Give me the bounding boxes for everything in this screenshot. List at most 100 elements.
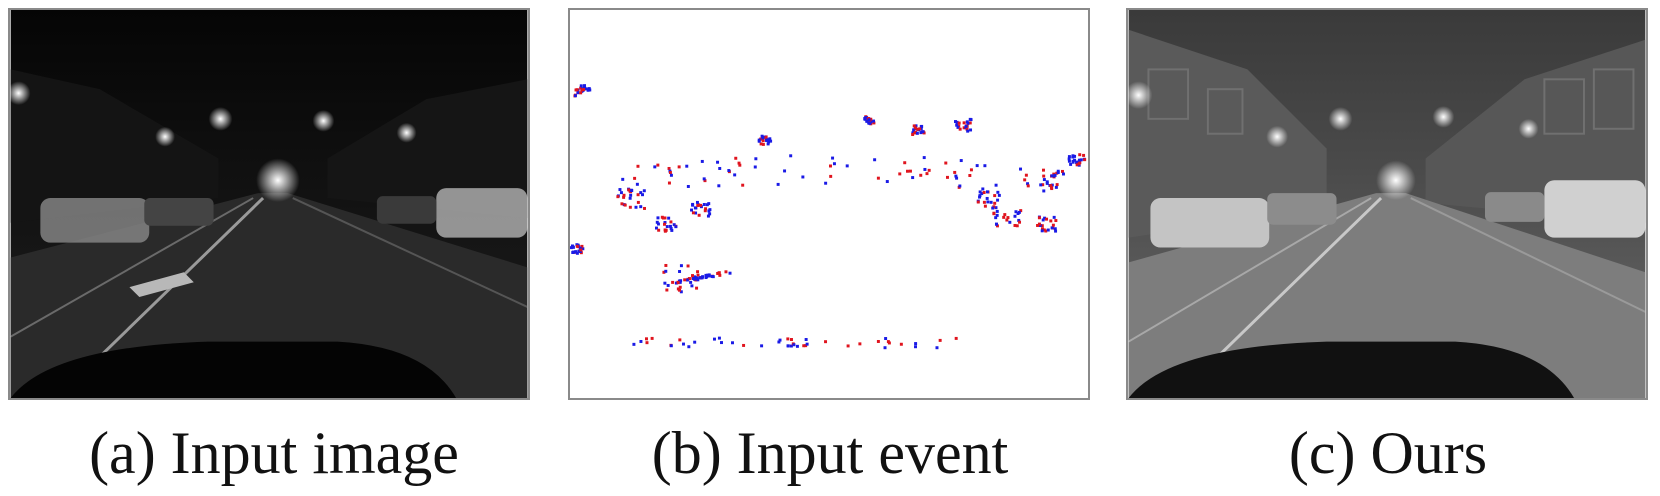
event-dot [953,170,957,174]
event-dot [678,338,682,342]
event-dot [703,209,707,213]
event-dot [1045,181,1049,185]
event-dot [641,193,645,197]
event-dot [667,216,671,220]
event-dot [863,117,867,121]
event-dot [622,195,626,199]
event-dot [903,161,907,165]
event-dot [759,137,763,141]
event-dot [636,193,640,197]
event-dot [710,274,714,278]
event-dot [650,336,654,340]
event-dot [717,271,721,275]
event-dot [1054,185,1058,189]
event-dot [995,213,999,217]
event-dot [1075,161,1079,165]
event-dot [1023,178,1027,182]
event-dot [667,166,671,170]
event-dot [653,165,657,169]
event-dot [662,270,666,274]
event-dot [1013,214,1017,218]
event-dot [958,127,962,131]
event-dot [1014,210,1018,214]
event-dot [885,180,889,184]
event-dot [867,121,871,125]
event-dot [686,264,690,268]
event-dot [691,203,695,207]
event-dot [766,142,770,146]
event-dot [636,200,640,204]
event-dot [687,345,691,349]
event-dot [911,131,915,135]
event-dot [644,337,648,341]
event-dot [678,285,682,289]
event-dot [914,345,917,349]
event-dot [964,124,968,128]
event-dot [789,154,793,158]
reconstructed-street-image [1128,10,1646,398]
event-dot [887,341,891,345]
event-dot [741,183,745,187]
event-dot [703,179,707,183]
caption-input-event: (b) Input event [651,420,1009,486]
event-dot [663,228,667,232]
event-dot [669,226,673,230]
event-dot [670,228,674,232]
event-dot [1082,153,1086,157]
event-dot [1054,219,1058,223]
event-dot [921,130,925,134]
event-dot [663,222,666,226]
event-dot [575,244,579,248]
event-dot [982,200,986,204]
event-dot [578,246,582,250]
event-dot [720,341,723,345]
event-dot [643,206,646,210]
event-dot [994,183,998,187]
event-dot [677,165,681,169]
event-dot [956,125,960,129]
event-dot [867,118,871,122]
event-dot [672,223,676,227]
caption-input-image: (a) Input image [89,420,459,486]
event-dot [634,205,638,209]
event-dot [965,120,969,124]
event-map [570,84,1087,350]
event-dot [571,245,575,249]
event-dot [776,182,780,186]
event-dot [757,139,761,143]
event-dot [966,129,970,133]
event-dot [666,283,670,287]
event-dot [876,176,880,180]
event-dot [708,212,712,216]
event-dot [1051,223,1055,227]
event-dot [639,191,643,195]
event-dot [994,206,998,210]
event-dot [1073,158,1077,162]
event-dot [753,165,757,169]
event-dot [1056,171,1060,175]
event-dot [914,126,918,130]
event-dot [760,344,764,348]
event-dot [587,87,591,91]
event-dot [696,270,700,274]
event-dot [657,228,661,232]
event-dot [728,271,732,275]
event-dot [767,140,771,144]
event-dot [761,142,765,146]
event-dot [742,343,746,347]
event-dot [674,281,678,285]
event-dot [968,174,972,177]
event-dot [573,94,577,98]
event-dot [792,343,796,347]
event-dot [632,342,636,346]
event-dot [978,194,982,198]
event-dot [683,278,687,282]
event-dot [645,341,649,345]
event-dot [702,203,706,206]
event-dot [1036,223,1040,227]
event-dot [663,216,667,220]
event-dot [664,269,668,273]
event-dot [760,134,764,138]
event-dot [619,191,623,195]
event-dot [698,276,702,280]
